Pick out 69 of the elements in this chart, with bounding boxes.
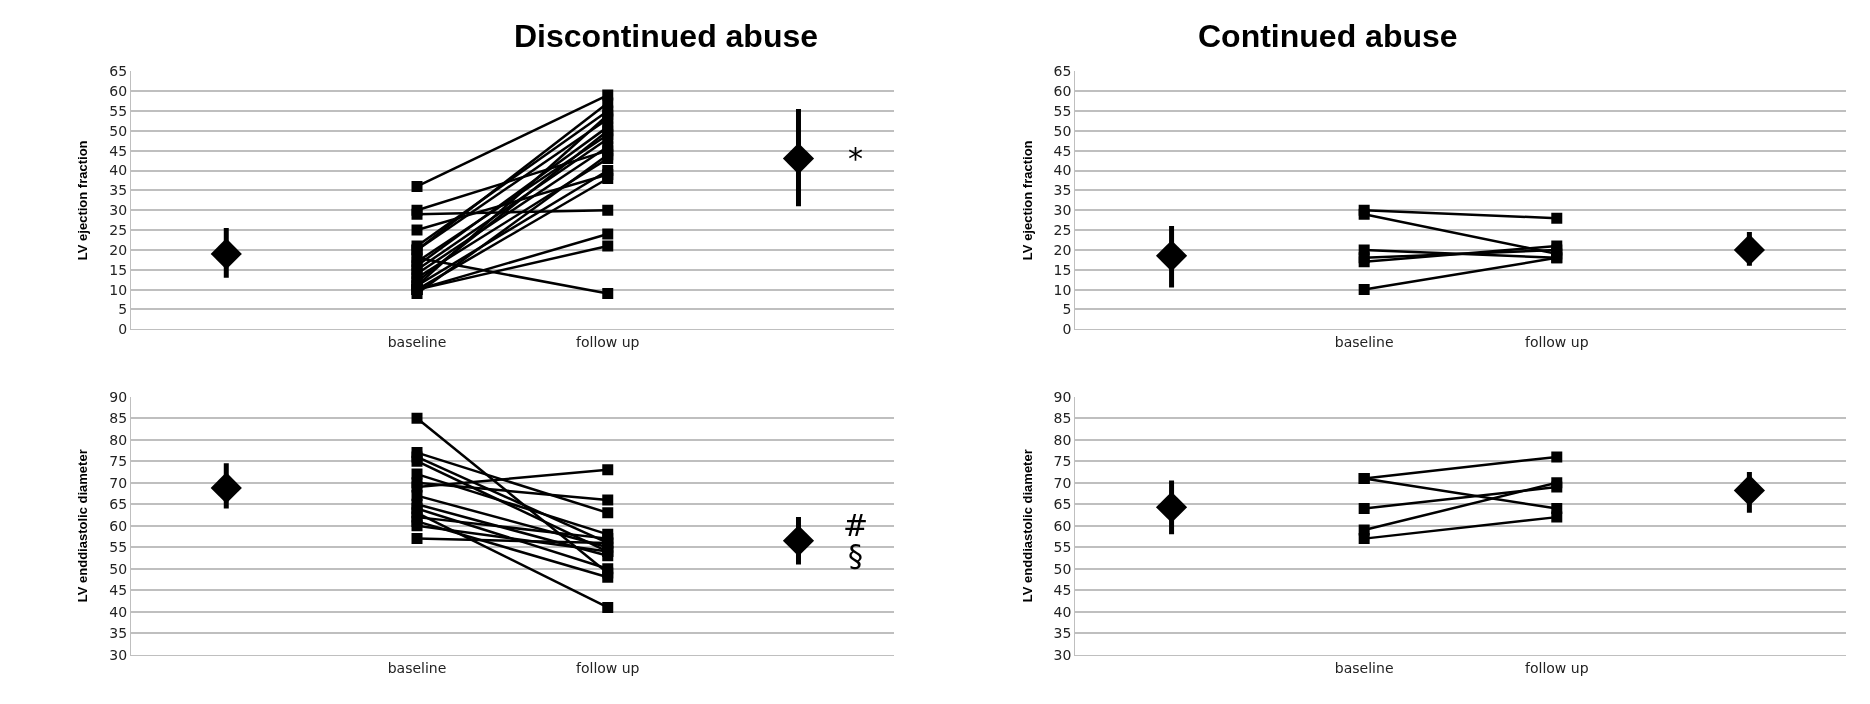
y-axis-title: LV ejection fraction bbox=[75, 140, 91, 261]
x-tick-label: baseline bbox=[1334, 334, 1394, 351]
x-tick-label: baseline bbox=[1334, 659, 1394, 676]
y-tick-label: 50 bbox=[1053, 122, 1072, 139]
y-axis-title: LV enddiastolic diameter bbox=[75, 449, 91, 603]
y-tick-label: 30 bbox=[109, 646, 128, 663]
y-tick-label: 85 bbox=[1053, 410, 1072, 427]
y-tick-label: 75 bbox=[109, 453, 128, 470]
y-tick-label: 45 bbox=[1053, 582, 1072, 599]
y-tick-label: 10 bbox=[1053, 281, 1072, 298]
y-axis-title: LV ejection fraction bbox=[1019, 140, 1035, 261]
y-tick-label: 60 bbox=[1053, 517, 1072, 534]
y-tick-label: 70 bbox=[109, 474, 128, 491]
x-tick-label: follow up bbox=[1525, 659, 1589, 676]
annotation: * bbox=[848, 141, 863, 176]
x-tick-label: baseline bbox=[387, 659, 447, 676]
y-tick-label: 35 bbox=[1053, 625, 1072, 642]
y-tick-label: 5 bbox=[118, 301, 128, 318]
y-tick-label: 50 bbox=[109, 560, 128, 577]
x-tick-label: follow up bbox=[576, 334, 640, 351]
y-tick-label: 55 bbox=[109, 102, 128, 119]
y-axis-title: LV enddiastolic diameter bbox=[1019, 449, 1035, 603]
chart-title: Discontinued abuse bbox=[514, 18, 819, 54]
y-tick-label: 30 bbox=[109, 202, 128, 219]
x-tick-label: baseline bbox=[387, 334, 447, 351]
y-tick-label: 75 bbox=[1053, 453, 1072, 470]
x-tick-label: follow up bbox=[576, 659, 640, 676]
x-tick-label: follow up bbox=[1525, 334, 1589, 351]
y-tick-label: 30 bbox=[1053, 646, 1072, 663]
y-tick-label: 10 bbox=[109, 281, 128, 298]
y-tick-label: 15 bbox=[109, 261, 128, 278]
y-tick-label: 40 bbox=[109, 603, 128, 620]
y-tick-label: 35 bbox=[109, 625, 128, 642]
y-tick-label: 35 bbox=[109, 182, 128, 199]
y-tick-label: 35 bbox=[1053, 182, 1072, 199]
y-tick-label: 65 bbox=[1053, 496, 1072, 513]
y-tick-label: 15 bbox=[1053, 261, 1072, 278]
y-tick-label: 65 bbox=[109, 63, 128, 80]
y-tick-label: 45 bbox=[109, 582, 128, 599]
y-tick-label: 25 bbox=[1053, 221, 1072, 238]
y-tick-label: 65 bbox=[109, 496, 128, 513]
y-tick-label: 45 bbox=[109, 142, 128, 159]
y-tick-label: 80 bbox=[1053, 431, 1072, 448]
y-tick-label: 0 bbox=[118, 321, 128, 338]
y-tick-label: 90 bbox=[1053, 388, 1072, 405]
y-tick-label: 55 bbox=[1053, 539, 1072, 556]
y-tick-label: 45 bbox=[1053, 142, 1072, 159]
y-tick-label: 50 bbox=[1053, 560, 1072, 577]
y-tick-label: 20 bbox=[1053, 241, 1072, 258]
y-tick-label: 60 bbox=[1053, 83, 1072, 100]
y-tick-label: 60 bbox=[109, 83, 128, 100]
y-tick-label: 20 bbox=[109, 241, 128, 258]
y-tick-label: 60 bbox=[109, 517, 128, 534]
y-tick-label: 55 bbox=[1053, 102, 1072, 119]
y-tick-label: 30 bbox=[1053, 202, 1072, 219]
y-tick-label: 85 bbox=[109, 410, 128, 427]
y-tick-label: 65 bbox=[1053, 63, 1072, 80]
y-tick-label: 5 bbox=[1062, 301, 1072, 318]
y-tick-label: 25 bbox=[109, 221, 128, 238]
y-tick-label: 90 bbox=[109, 388, 128, 405]
y-tick-label: 40 bbox=[1053, 162, 1072, 179]
y-tick-label: 80 bbox=[109, 431, 128, 448]
chart-title: Continued abuse bbox=[1198, 18, 1458, 54]
y-tick-label: 70 bbox=[1053, 474, 1072, 491]
y-tick-label: 40 bbox=[1053, 603, 1072, 620]
y-tick-label: 0 bbox=[1062, 321, 1072, 338]
y-tick-label: 55 bbox=[109, 539, 128, 556]
y-tick-label: 40 bbox=[109, 162, 128, 179]
y-tick-label: 50 bbox=[109, 122, 128, 139]
